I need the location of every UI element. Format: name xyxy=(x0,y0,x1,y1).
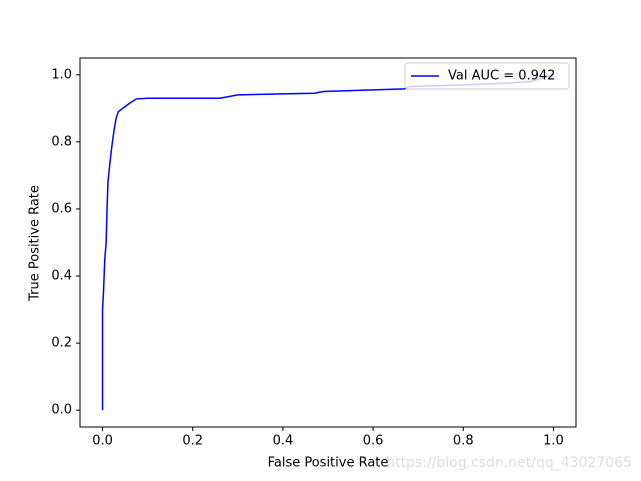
x-tick-label: 0.6 xyxy=(363,434,384,449)
watermark: https://blog.csdn.net/qq_43027065 xyxy=(386,455,632,471)
y-tick-label: 0.2 xyxy=(51,336,72,351)
x-axis-label: False Positive Rate xyxy=(268,456,389,471)
x-tick-label: 0.4 xyxy=(273,434,294,449)
y-tick-label: 0.4 xyxy=(51,269,72,284)
x-tick-label: 1.0 xyxy=(543,434,564,449)
roc-line xyxy=(101,74,554,411)
y-tick-label: 0.0 xyxy=(51,403,72,418)
y-tick-label: 1.0 xyxy=(51,67,72,82)
y-tick-label: 0.8 xyxy=(51,134,72,149)
x-tick-label: 0.2 xyxy=(182,434,203,449)
y-axis-label: True Positive Rate xyxy=(28,185,43,302)
legend-box xyxy=(404,62,570,90)
legend-label: Val AUC = 0.942 xyxy=(448,69,555,84)
legend: Val AUC = 0.942 xyxy=(404,62,570,90)
plot-frame xyxy=(79,57,577,428)
y-tick-label: 0.6 xyxy=(51,201,72,216)
x-tick-label: 0.8 xyxy=(453,434,474,449)
x-tick-label: 0.0 xyxy=(92,434,113,449)
